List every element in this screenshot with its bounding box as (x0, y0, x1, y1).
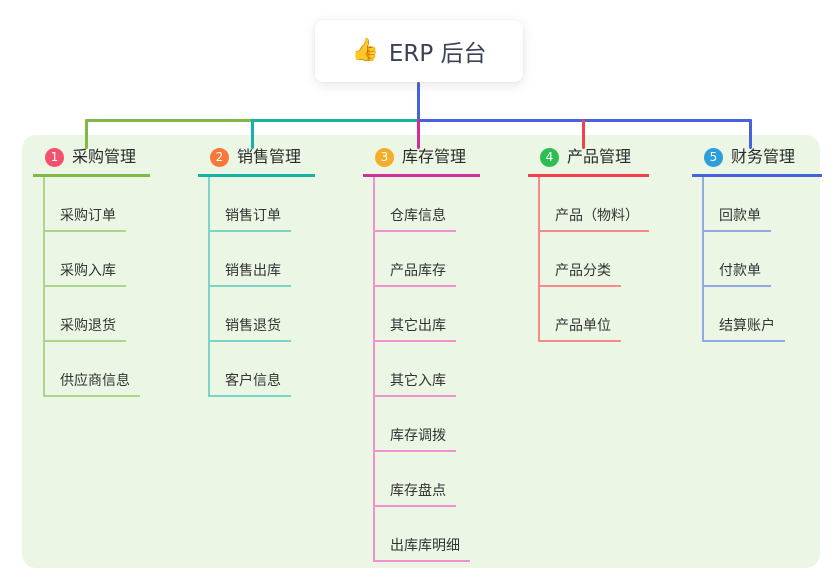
mindmap-item[interactable]: 出库库明细 (375, 507, 470, 562)
branch-items: 销售订单 销售出库 销售退货 客户信息 (208, 177, 291, 397)
branch-header-product[interactable]: 4 产品管理 (528, 146, 649, 177)
mindmap-item[interactable]: 仓库信息 (375, 177, 456, 232)
thumbs-up-icon: 👍 (351, 38, 379, 63)
branch-drop-line (582, 119, 585, 149)
branch-inventory: 3 库存管理仓库信息 产品库存 其它出库 其它入库 库存调拨 库存盘点 出库库明细 (363, 146, 480, 562)
branch-header-finance[interactable]: 5 财务管理 (692, 146, 822, 177)
mindmap-item[interactable]: 库存调拨 (375, 397, 456, 452)
branch-drop-line (251, 119, 254, 149)
branch-drop-line (85, 119, 88, 149)
branch-number-badge: 3 (375, 147, 394, 167)
mindmap-item[interactable]: 销售订单 (210, 177, 291, 232)
mindmap-item[interactable]: 销售退货 (210, 287, 291, 342)
mindmap-item[interactable]: 结算账户 (704, 287, 785, 342)
branch-label: 财务管理 (731, 147, 796, 166)
branch-items: 回款单 付款单 结算账户 (702, 177, 785, 342)
branch-number-badge: 5 (704, 147, 723, 167)
mindmap-item[interactable]: 供应商信息 (45, 342, 140, 397)
branch-label: 库存管理 (402, 147, 467, 166)
branch-items: 采购订单 采购入库 采购退货 供应商信息 (43, 177, 140, 397)
mindmap-item[interactable]: 销售出库 (210, 232, 291, 287)
branch-header-purchase[interactable]: 1 采购管理 (33, 146, 150, 177)
mindmap-item[interactable]: 其它出库 (375, 287, 456, 342)
root-connector-line (417, 82, 420, 122)
branch-number-badge: 1 (45, 147, 64, 167)
mindmap-item[interactable]: 产品（物料） (540, 177, 649, 232)
bus-line-green (85, 119, 254, 122)
branch-label: 销售管理 (237, 147, 302, 166)
mindmap-item[interactable]: 采购退货 (45, 287, 126, 342)
branch-drop-line (417, 119, 420, 149)
branches-panel (22, 135, 820, 568)
bus-line-teal (251, 119, 420, 122)
mindmap-item[interactable]: 其它入库 (375, 342, 456, 397)
branch-drop-line (749, 119, 752, 149)
branch-items: 仓库信息 产品库存 其它出库 其它入库 库存调拨 库存盘点 出库库明细 (373, 177, 470, 562)
branch-purchase: 1 采购管理采购订单 采购入库 采购退货 供应商信息 (33, 146, 150, 397)
branch-number-badge: 2 (210, 147, 229, 167)
mindmap-item[interactable]: 付款单 (704, 232, 771, 287)
branch-number-badge: 4 (540, 147, 559, 167)
mindmap-item[interactable]: 采购订单 (45, 177, 126, 232)
mindmap-item[interactable]: 客户信息 (210, 342, 291, 397)
mindmap-item[interactable]: 库存盘点 (375, 452, 456, 507)
root-label: ERP 后台 (388, 41, 487, 67)
branch-header-inventory[interactable]: 3 库存管理 (363, 146, 480, 177)
mindmap-item[interactable]: 产品库存 (375, 232, 456, 287)
mindmap-item[interactable]: 采购入库 (45, 232, 126, 287)
root-node[interactable]: 👍 ERP 后台 (315, 20, 523, 82)
branch-finance: 5 财务管理回款单 付款单 结算账户 (692, 146, 822, 342)
mindmap-item[interactable]: 产品分类 (540, 232, 621, 287)
branch-items: 产品（物料） 产品分类 产品单位 (538, 177, 649, 342)
branch-product: 4 产品管理产品（物料） 产品分类 产品单位 (528, 146, 649, 342)
mindmap-item[interactable]: 回款单 (704, 177, 771, 232)
branch-header-sales[interactable]: 2 销售管理 (198, 146, 315, 177)
branch-label: 采购管理 (72, 147, 137, 166)
branch-sales: 2 销售管理销售订单 销售出库 销售退货 客户信息 (198, 146, 315, 397)
mindmap-item[interactable]: 产品单位 (540, 287, 621, 342)
branch-label: 产品管理 (567, 147, 632, 166)
